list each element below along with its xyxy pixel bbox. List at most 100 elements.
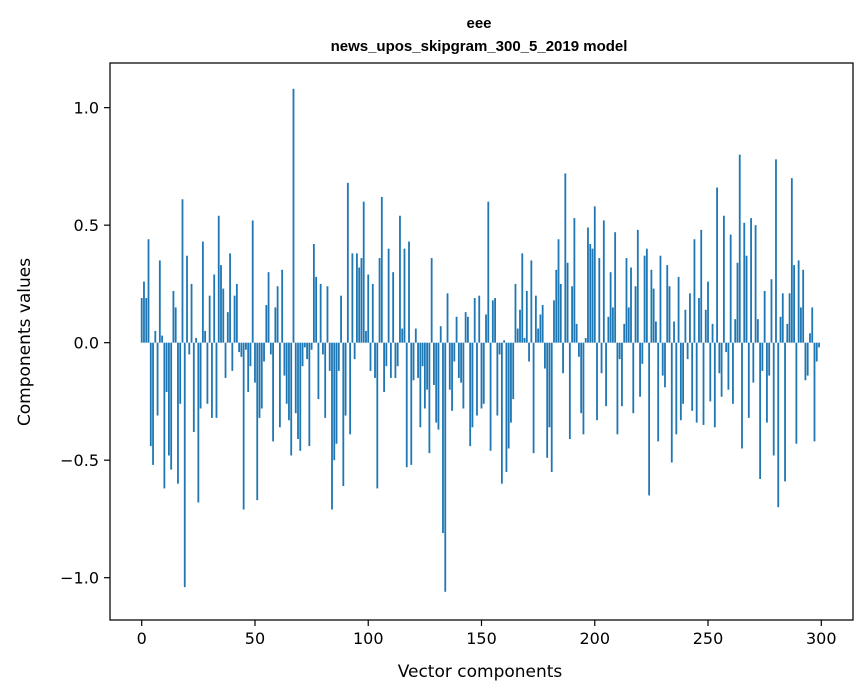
bar bbox=[575, 323, 578, 343]
bar bbox=[392, 272, 395, 343]
bar bbox=[220, 265, 222, 343]
bar bbox=[747, 342, 750, 418]
chart-subtitle: news_upos_skipgram_300_5_2019 model bbox=[331, 38, 628, 55]
y-tick-label: −0.5 bbox=[60, 451, 99, 470]
bar bbox=[677, 276, 680, 343]
bar bbox=[190, 283, 193, 343]
y-tick-label: −1.0 bbox=[60, 569, 99, 588]
bar bbox=[548, 342, 551, 428]
bar bbox=[423, 342, 426, 409]
bar bbox=[482, 342, 485, 404]
bar bbox=[616, 342, 619, 435]
bar bbox=[378, 258, 381, 343]
bar bbox=[188, 342, 191, 355]
bar bbox=[668, 286, 671, 343]
bar bbox=[324, 342, 327, 418]
bar bbox=[274, 307, 277, 343]
bar bbox=[201, 241, 204, 343]
bar bbox=[684, 309, 687, 343]
bar bbox=[505, 342, 508, 472]
bar bbox=[578, 342, 580, 357]
bar bbox=[192, 342, 195, 432]
bar bbox=[673, 321, 675, 343]
bar bbox=[143, 281, 145, 343]
bar bbox=[299, 342, 302, 451]
bar bbox=[367, 274, 370, 343]
bar bbox=[408, 241, 410, 343]
bar bbox=[260, 342, 263, 409]
bar bbox=[439, 326, 442, 343]
bar bbox=[584, 337, 587, 343]
bar bbox=[779, 316, 782, 343]
bar bbox=[473, 298, 476, 343]
bar bbox=[430, 258, 433, 343]
bar bbox=[478, 295, 481, 343]
bar bbox=[351, 253, 354, 343]
bar bbox=[308, 342, 311, 447]
bar bbox=[643, 255, 646, 343]
bar bbox=[177, 342, 179, 484]
bar bbox=[630, 267, 632, 343]
bar bbox=[689, 293, 691, 343]
bar bbox=[158, 260, 161, 343]
bar bbox=[491, 300, 494, 343]
bar bbox=[761, 342, 764, 371]
bar bbox=[716, 187, 718, 343]
y-axis-label: Components values bbox=[15, 258, 35, 426]
bar bbox=[328, 342, 331, 371]
bar bbox=[471, 342, 474, 428]
bar bbox=[170, 342, 173, 470]
bar bbox=[648, 342, 651, 496]
bar bbox=[174, 307, 177, 343]
bar bbox=[199, 342, 202, 409]
bar bbox=[195, 337, 197, 343]
bar bbox=[467, 316, 469, 343]
bar bbox=[516, 328, 519, 343]
bar bbox=[702, 342, 705, 425]
bar bbox=[759, 342, 762, 479]
bar bbox=[741, 342, 743, 449]
bar bbox=[396, 342, 399, 367]
bar bbox=[165, 342, 168, 393]
x-tick-label: 100 bbox=[353, 629, 384, 648]
bar bbox=[639, 342, 641, 397]
bar bbox=[211, 342, 213, 418]
bar bbox=[249, 342, 252, 367]
bar bbox=[729, 234, 732, 343]
bar bbox=[469, 342, 472, 447]
bar bbox=[437, 342, 440, 430]
bar bbox=[353, 342, 356, 360]
bar bbox=[804, 342, 807, 381]
bar bbox=[580, 342, 583, 414]
bar bbox=[204, 330, 207, 343]
bar bbox=[290, 342, 293, 456]
bar bbox=[609, 272, 612, 343]
bar bbox=[707, 281, 709, 343]
bar bbox=[487, 201, 490, 343]
bar bbox=[815, 342, 818, 362]
bar bbox=[811, 307, 814, 343]
bar bbox=[659, 255, 662, 343]
bar bbox=[657, 342, 660, 442]
bar bbox=[546, 342, 549, 458]
bar bbox=[503, 340, 506, 343]
bar bbox=[229, 253, 231, 343]
bar bbox=[566, 262, 569, 343]
bar bbox=[720, 342, 723, 397]
bar bbox=[722, 215, 725, 343]
bar bbox=[564, 173, 567, 343]
bar bbox=[426, 342, 429, 390]
bar bbox=[485, 314, 487, 343]
bar bbox=[294, 342, 297, 414]
bar bbox=[691, 342, 694, 411]
bar bbox=[743, 222, 746, 343]
bar bbox=[525, 290, 528, 343]
bar bbox=[312, 243, 315, 343]
bar bbox=[559, 283, 562, 343]
x-tick-label: 250 bbox=[693, 629, 724, 648]
bar bbox=[278, 342, 281, 428]
x-tick-label: 0 bbox=[137, 629, 147, 648]
bar bbox=[222, 288, 225, 343]
bar bbox=[537, 328, 540, 343]
bar bbox=[645, 248, 648, 343]
